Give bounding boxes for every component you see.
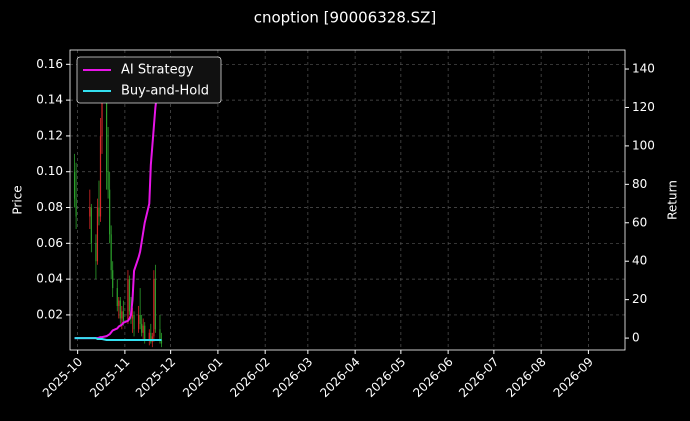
x-tick-label: 2025-10 (40, 355, 85, 400)
candle-body (95, 243, 97, 262)
y-tick-label: 0.12 (36, 128, 63, 142)
candle-body (144, 325, 146, 340)
x-tick-label: 2026-01 (180, 355, 225, 400)
y-axis-label: Price (11, 185, 25, 214)
y2-tick-label: 60 (632, 215, 647, 229)
x-tick-label: 2026-06 (410, 355, 455, 400)
y-tick-label: 0.04 (36, 272, 63, 286)
y2-tick-label: 100 (632, 138, 655, 152)
x-tick-label: 2026-07 (456, 355, 501, 400)
legend-box (76, 56, 222, 104)
candle-body (89, 207, 91, 217)
candle-body (128, 279, 131, 312)
y2-tick-label: 80 (632, 177, 647, 191)
candle-body (109, 189, 111, 235)
x-tick-label: 2026-08 (503, 355, 548, 400)
x-tick-label: 2026-05 (363, 355, 408, 400)
candle-body (118, 300, 120, 306)
candle-body (139, 314, 141, 324)
x-tick-label: 2026-03 (270, 355, 315, 400)
y2-axis-label: Return (666, 180, 680, 220)
candle-body (127, 279, 129, 323)
candle-body (122, 311, 124, 323)
line-series (74, 59, 163, 340)
candle-body (121, 311, 123, 319)
candle-body (73, 171, 76, 199)
x-tick-label: 2025-11 (87, 355, 132, 400)
candle-body (119, 300, 121, 319)
candle-body (96, 207, 99, 262)
candle-body (110, 234, 112, 271)
legend-label: AI Strategy (121, 63, 194, 78)
plot-frame (69, 49, 626, 351)
candle-body (90, 207, 92, 244)
candle-body (105, 100, 108, 172)
line-series (74, 337, 162, 342)
candle-body (142, 325, 144, 333)
candle-body (150, 332, 152, 342)
candle-body (112, 270, 114, 289)
x-tick-label: 2026-09 (551, 355, 596, 400)
candle-body (75, 198, 77, 217)
candle-body (154, 279, 156, 330)
candle-body (133, 314, 135, 330)
x-tick-label: 2026-04 (317, 355, 362, 400)
candle-body (148, 332, 150, 340)
candle-body (153, 279, 155, 337)
legend-label: Buy-and-Hold (121, 84, 209, 99)
y-tick-label: 0.14 (36, 93, 63, 107)
candle-body (101, 100, 103, 136)
candle-body (116, 288, 118, 306)
y2-tick-label: 40 (632, 254, 647, 268)
candle-body (131, 314, 134, 319)
y2-tick-label: 0 (632, 331, 640, 345)
candle-body (159, 329, 161, 340)
chart-title: cnoption [90006328.SZ] (254, 9, 437, 27)
candle-body (98, 207, 100, 217)
candle-body (141, 323, 143, 333)
candle-body (99, 135, 102, 217)
x-tick-label: 2026-02 (227, 355, 272, 400)
y-tick-label: 0.10 (36, 164, 63, 178)
x-tick-label: 2025-12 (133, 355, 178, 400)
y2-tick-label: 140 (632, 62, 655, 76)
y-tick-label: 0.06 (36, 236, 63, 250)
candle-body (160, 339, 163, 344)
y2-tick-label: 20 (632, 292, 647, 306)
y-tick-label: 0.02 (36, 307, 63, 321)
y-tick-label: 0.16 (36, 57, 63, 71)
candle-body (107, 171, 109, 190)
y2-tick-label: 120 (632, 100, 655, 114)
y-tick-label: 0.08 (36, 200, 63, 214)
candle-body (138, 314, 140, 330)
